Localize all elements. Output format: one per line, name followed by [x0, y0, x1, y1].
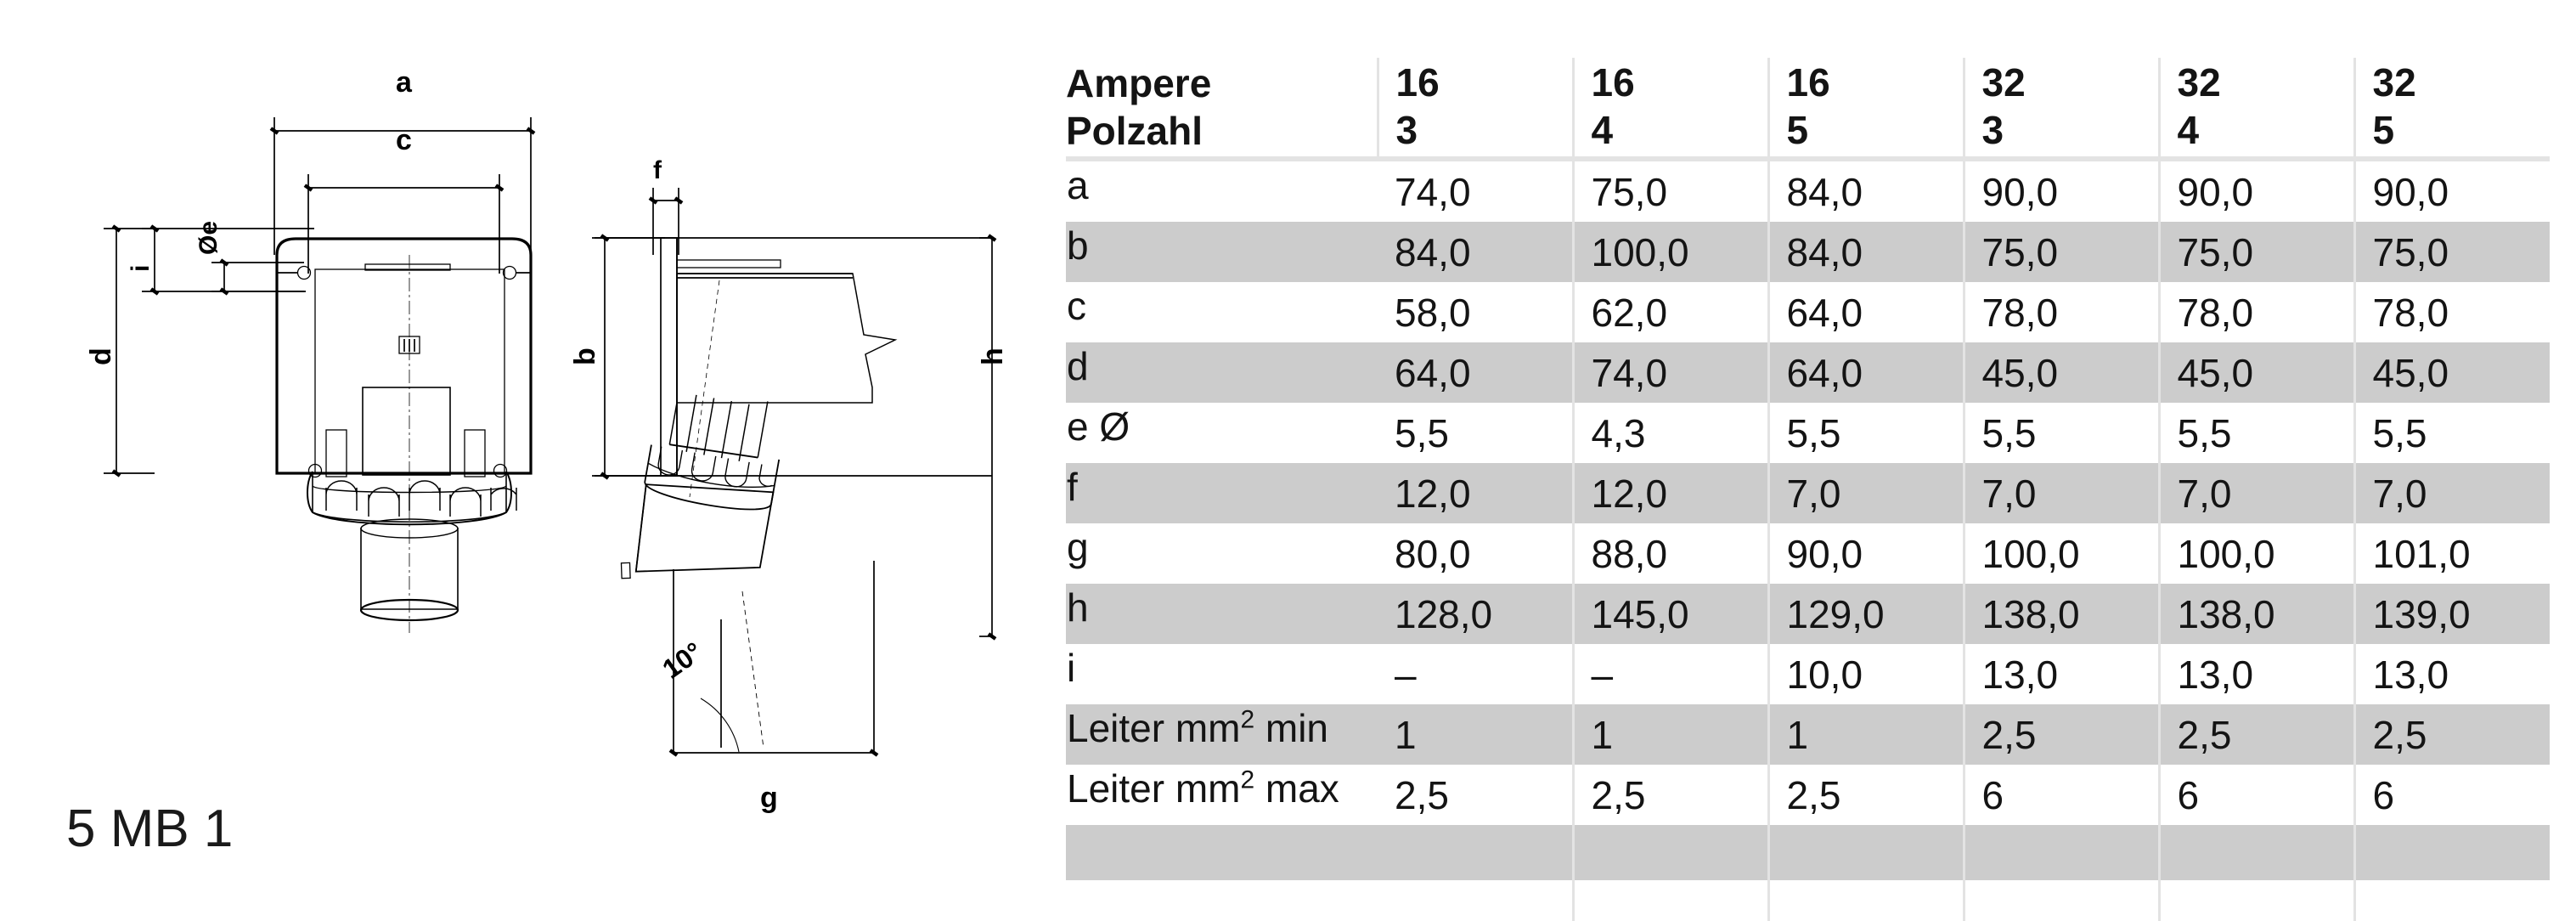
- svg-text:Øe: Øe: [194, 221, 223, 255]
- svg-text:c: c: [396, 124, 412, 156]
- svg-text:a: a: [396, 66, 413, 99]
- svg-text:f: f: [653, 156, 662, 184]
- svg-text:i: i: [127, 265, 155, 272]
- svg-text:h: h: [977, 347, 1009, 365]
- svg-text:d: d: [85, 347, 117, 365]
- svg-text:g: g: [760, 782, 778, 814]
- svg-text:10°: 10°: [657, 636, 707, 684]
- svg-text:b: b: [569, 347, 601, 365]
